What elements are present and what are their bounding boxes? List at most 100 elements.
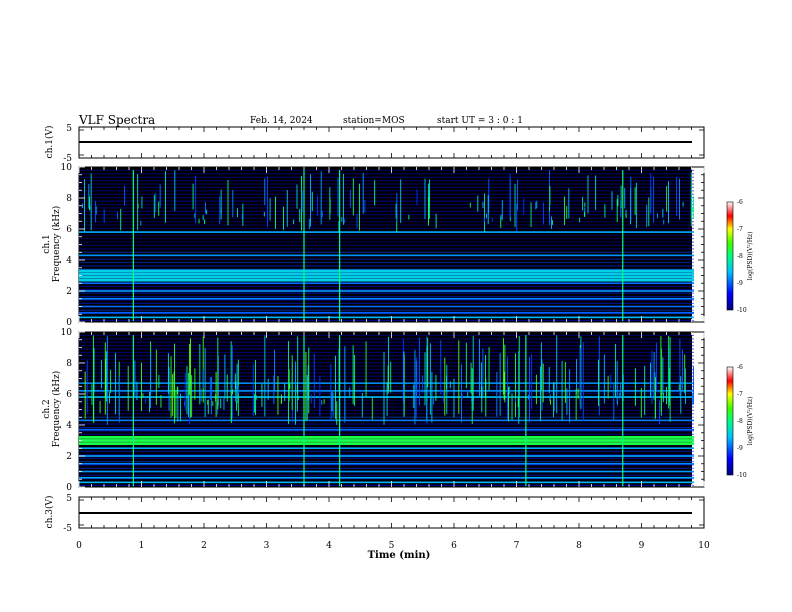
- frequency-band: [79, 481, 694, 484]
- date-label: Feb. 14, 2024: [250, 116, 313, 126]
- noise-band: [79, 248, 694, 250]
- noise-band: [79, 203, 694, 206]
- noise-band: [79, 379, 694, 381]
- noise-band: [79, 454, 694, 456]
- noise-band: [79, 478, 694, 480]
- noise-band: [79, 193, 694, 195]
- x-tick-label: 10: [698, 541, 710, 551]
- colorbar-tick-label: -8: [737, 418, 743, 425]
- noise-band: [79, 234, 694, 236]
- noise-band: [79, 190, 694, 192]
- noise-band: [79, 355, 694, 357]
- frequency-band: [79, 447, 694, 450]
- ch1-spectrogram-ylabel-channel: ch.1: [42, 234, 52, 253]
- noise-band: [79, 295, 694, 298]
- noise-band: [79, 309, 694, 311]
- noise-band: [79, 180, 694, 182]
- noise-band: [79, 227, 694, 229]
- noise-band: [79, 183, 694, 185]
- noise-band: [79, 426, 694, 429]
- noise-band: [79, 372, 694, 374]
- ch1-colorbar: -6 -7 -8 -9 -10 log(PSD)(V²/Hz): [726, 199, 754, 314]
- noise-band: [79, 413, 694, 415]
- noise-band: [79, 430, 694, 432]
- ch3-waveform-ytick-top: 5: [66, 494, 72, 504]
- ch2-spectrogram-streaks: [84, 335, 694, 487]
- noise-band: [79, 341, 694, 343]
- noise-band: [79, 265, 694, 267]
- frequency-band: [79, 297, 694, 300]
- noise-band: [79, 399, 694, 401]
- noise-band: [79, 392, 694, 394]
- x-tick-label: 8: [576, 541, 582, 551]
- ch2-spectrogram-bands: [79, 334, 694, 487]
- y-tick-label: 4: [66, 256, 72, 266]
- noise-band: [79, 474, 694, 476]
- noise-band: [79, 258, 694, 260]
- noise-band: [79, 251, 694, 253]
- noise-band: [79, 406, 694, 408]
- frequency-band: [79, 290, 694, 292]
- ch2-colorbar-label: log(PSD)(V²/Hz): [747, 397, 754, 446]
- frequency-band: [79, 436, 694, 439]
- frequency-band: [79, 442, 694, 445]
- colorbar-tick-label: -9: [737, 280, 743, 287]
- noise-band: [79, 186, 694, 189]
- frequency-band: [79, 439, 694, 442]
- ch2-spectrogram-ylabel-channel: ch.2: [42, 399, 52, 418]
- noise-band: [79, 457, 694, 459]
- y-tick-label: 2: [66, 287, 72, 297]
- ch2-spectrogram-panel: 0 2 4 6 8 10 ch.2 Frequency (kHz): [42, 328, 705, 493]
- frequency-band: [79, 316, 694, 319]
- ch3-waveform-ylabel: ch.3(V): [44, 496, 55, 529]
- noise-band: [79, 334, 694, 337]
- noise-band: [79, 351, 694, 354]
- x-tick-label: 2: [201, 541, 207, 551]
- frequency-band: [79, 282, 694, 285]
- noise-band: [79, 362, 694, 364]
- y-tick-label: 8: [66, 194, 72, 204]
- ch1-spectrogram-panel: 0 2 4 6 8 10 ch.1 Frequency (kHz): [42, 163, 705, 328]
- frequency-band: [79, 305, 694, 308]
- noise-band: [79, 345, 694, 347]
- ch1-waveform-ticks: [78, 127, 705, 158]
- frequency-band: [79, 382, 694, 384]
- noise-band: [79, 385, 694, 388]
- y-tick-label: 2: [66, 452, 72, 462]
- noise-band: [79, 214, 694, 216]
- y-tick-label: 4: [66, 421, 72, 431]
- y-tick-label: 6: [66, 390, 72, 400]
- noise-band: [79, 409, 694, 412]
- x-axis-label: Time (min): [368, 550, 431, 561]
- ch1-waveform-panel: 5 -5 ch.1(V): [44, 124, 705, 164]
- colorbar-tick-label: -6: [737, 364, 743, 371]
- noise-band: [79, 464, 694, 466]
- ch1-spectrogram-ylabel-frequency: Frequency (kHz): [51, 206, 62, 283]
- ch3-waveform-ticks: [78, 497, 705, 528]
- colorbar-tick-label: -6: [737, 199, 743, 206]
- noise-band: [79, 173, 694, 175]
- ch1-waveform-ytick-bottom: -5: [63, 154, 72, 164]
- noise-band: [79, 348, 694, 350]
- noise-band: [79, 365, 694, 367]
- noise-band: [79, 358, 694, 360]
- noise-band: [79, 210, 694, 212]
- noise-band: [79, 368, 694, 371]
- colorbar-tick-label: -10: [737, 472, 747, 479]
- noise-band: [79, 200, 694, 202]
- noise-band: [79, 292, 694, 294]
- noise-band: [79, 299, 694, 301]
- noise-band: [79, 207, 694, 209]
- colorbar-tick-label: -10: [737, 307, 747, 314]
- frequency-band: [79, 254, 694, 257]
- noise-band: [79, 433, 694, 435]
- ch2-colorbar: -6 -7 -8 -9 -10 log(PSD)(V²/Hz): [726, 364, 754, 479]
- ch1-spectrogram-ytick-labels: 0 2 4 6 8 10: [61, 163, 73, 328]
- x-tick-label: 7: [514, 541, 520, 551]
- ch1-spectrogram-ticks: [78, 166, 705, 323]
- colorbar-tick-label: -9: [737, 445, 743, 452]
- x-tick-label: 6: [451, 541, 457, 551]
- noise-band: [79, 241, 694, 243]
- x-tick-label: 0: [76, 541, 82, 551]
